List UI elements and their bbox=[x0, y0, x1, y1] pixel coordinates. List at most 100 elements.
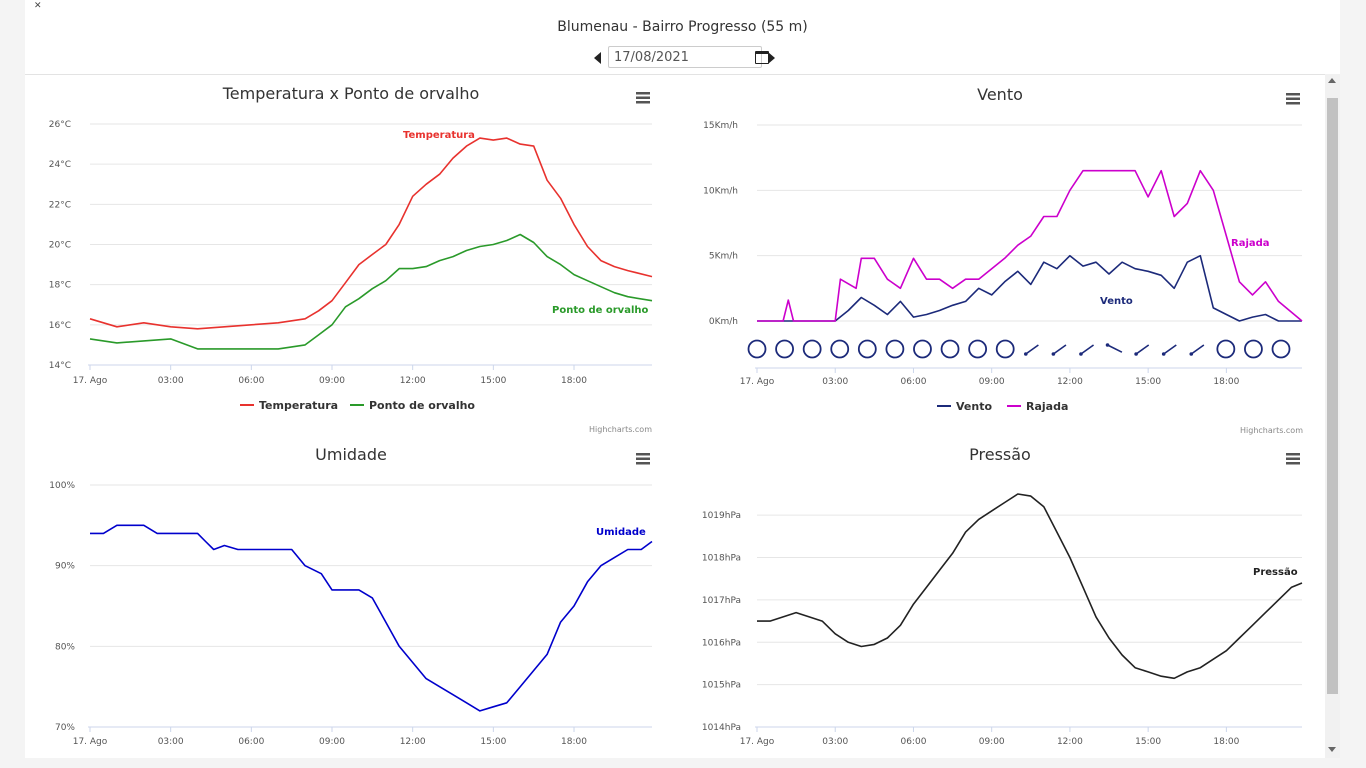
x-tick-label-temp: 17. Ago bbox=[73, 376, 108, 386]
y-tick-label-umid: 100% bbox=[49, 481, 75, 491]
y-tick-label-vento: 10Km/h bbox=[703, 186, 738, 196]
page-border-left bbox=[0, 0, 25, 768]
series-label-umid-0: Umidade bbox=[596, 527, 646, 538]
series-label-temp-1: Ponto de orvalho bbox=[552, 305, 648, 316]
highcharts-credit: Highcharts.com bbox=[1240, 426, 1303, 435]
wind-direction-arrow bbox=[1135, 344, 1150, 355]
y-tick-label-press: 1019hPa bbox=[702, 511, 741, 521]
wind-calm-marker bbox=[1244, 339, 1263, 359]
x-tick-label-temp: 03:00 bbox=[158, 376, 184, 386]
series-label-vento-0: Vento bbox=[1100, 296, 1133, 307]
chart-title-vento: Vento bbox=[977, 85, 1023, 104]
chart-title-temp: Temperatura x Ponto de orvalho bbox=[222, 84, 480, 103]
x-tick-label-umid: 09:00 bbox=[319, 737, 345, 747]
chart-title-press: Pressão bbox=[969, 445, 1031, 464]
menu-bar bbox=[636, 92, 650, 95]
wind-arrow-head bbox=[1079, 352, 1083, 356]
menu-bar bbox=[1286, 97, 1300, 100]
x-tick-label-vento: 06:00 bbox=[900, 377, 926, 387]
legend-item-temp-0: Temperatura bbox=[259, 399, 338, 412]
wind-calm-marker bbox=[885, 339, 905, 359]
wind-direction-arrow bbox=[1025, 344, 1039, 355]
x-tick-label-temp: 18:00 bbox=[561, 376, 587, 386]
page-title: Blumenau - Bairro Progresso (55 m) bbox=[557, 19, 808, 35]
highcharts-credit: Highcharts.com bbox=[589, 425, 652, 434]
x-tick-label-press: 15:00 bbox=[1135, 737, 1161, 747]
caret-right-icon[interactable] bbox=[768, 52, 775, 64]
x-tick-label-temp: 09:00 bbox=[319, 376, 345, 386]
wind-calm-marker bbox=[913, 339, 932, 359]
x-tick-label-umid: 15:00 bbox=[480, 737, 506, 747]
series-label-vento-1: Rajada bbox=[1231, 238, 1270, 249]
corner-resize-icon: ✕ bbox=[34, 0, 42, 10]
wind-direction-arrow bbox=[1163, 344, 1177, 355]
menu-bar bbox=[1286, 102, 1300, 105]
x-tick-label-umid: 06:00 bbox=[238, 737, 264, 747]
page-border-right bbox=[1340, 0, 1366, 768]
wind-calm-marker bbox=[747, 339, 767, 359]
x-tick-label-press: 03:00 bbox=[822, 737, 848, 747]
date-input[interactable]: 17/08/2021 bbox=[608, 46, 769, 68]
x-tick-label-press: 12:00 bbox=[1057, 737, 1083, 747]
date-value: 17/08/2021 bbox=[614, 50, 689, 65]
x-tick-label-vento: 15:00 bbox=[1135, 377, 1161, 387]
y-tick-label-temp: 14°C bbox=[49, 361, 71, 371]
wind-arrow-head bbox=[1023, 352, 1028, 356]
menu-bar bbox=[636, 462, 650, 465]
hamburger-menu-icon[interactable] bbox=[1286, 93, 1300, 105]
y-tick-label-temp: 16°C bbox=[49, 321, 71, 331]
wind-arrow-head bbox=[1105, 343, 1110, 347]
caret-left-icon[interactable] bbox=[594, 52, 601, 64]
scroll-up-arrow-icon[interactable] bbox=[1328, 78, 1336, 83]
wind-calm-marker bbox=[830, 339, 850, 359]
wind-arrow-head bbox=[1134, 352, 1138, 356]
y-tick-label-temp: 24°C bbox=[49, 160, 71, 170]
series-line-temperatura bbox=[89, 137, 653, 330]
hamburger-menu-icon[interactable] bbox=[636, 92, 650, 104]
menu-bar bbox=[1286, 453, 1300, 456]
scrollbar-thumb[interactable] bbox=[1327, 98, 1338, 694]
series-line-ponto-de-orvalho bbox=[89, 233, 653, 350]
wind-calm-marker bbox=[802, 339, 822, 359]
menu-bar bbox=[1286, 93, 1300, 96]
page-border-bottom bbox=[0, 758, 1366, 768]
legend-item-temp-1: Ponto de orvalho bbox=[369, 399, 475, 412]
menu-bar bbox=[1286, 457, 1300, 460]
hamburger-menu-icon[interactable] bbox=[1286, 453, 1300, 465]
menu-bar bbox=[636, 96, 650, 99]
menu-bar bbox=[636, 457, 650, 460]
wind-arrow-head bbox=[1189, 352, 1194, 356]
y-tick-label-press: 1017hPa bbox=[702, 596, 741, 606]
x-tick-label-vento: 18:00 bbox=[1213, 377, 1239, 387]
x-tick-label-press: 09:00 bbox=[979, 737, 1005, 747]
y-tick-label-vento: 0Km/h bbox=[709, 317, 738, 327]
wind-calm-marker bbox=[1216, 339, 1236, 359]
x-tick-label-temp: 15:00 bbox=[480, 376, 506, 386]
page-header: Blumenau - Bairro Progresso (55 m) bbox=[25, 0, 1340, 75]
wind-direction-arrow bbox=[1107, 344, 1123, 353]
y-tick-label-temp: 22°C bbox=[49, 200, 71, 210]
wind-arrow-head bbox=[1161, 352, 1166, 356]
hamburger-menu-icon[interactable] bbox=[636, 453, 650, 465]
series-line-rajada bbox=[757, 169, 1303, 322]
wind-direction-arrow bbox=[1080, 344, 1095, 355]
wind-calm-marker bbox=[995, 339, 1015, 359]
scroll-down-arrow-icon[interactable] bbox=[1328, 747, 1336, 752]
wind-calm-marker bbox=[940, 339, 960, 359]
x-tick-label-umid: 17. Ago bbox=[73, 737, 108, 747]
y-tick-label-temp: 26°C bbox=[49, 120, 71, 130]
x-tick-label-press: 18:00 bbox=[1213, 737, 1239, 747]
x-tick-label-temp: 12:00 bbox=[400, 376, 426, 386]
series-label-press-0: Pressão bbox=[1253, 567, 1298, 578]
y-tick-label-press: 1018hPa bbox=[702, 554, 741, 564]
wind-calm-marker bbox=[968, 339, 988, 359]
x-tick-label-temp: 06:00 bbox=[238, 376, 264, 386]
y-tick-label-press: 1015hPa bbox=[702, 681, 741, 691]
content-frame bbox=[25, 0, 1340, 758]
wind-calm-marker bbox=[1271, 339, 1291, 359]
wind-calm-marker bbox=[857, 339, 877, 359]
x-tick-label-vento: 17. Ago bbox=[740, 377, 775, 387]
x-tick-label-umid: 18:00 bbox=[561, 737, 587, 747]
menu-bar bbox=[1286, 462, 1300, 465]
